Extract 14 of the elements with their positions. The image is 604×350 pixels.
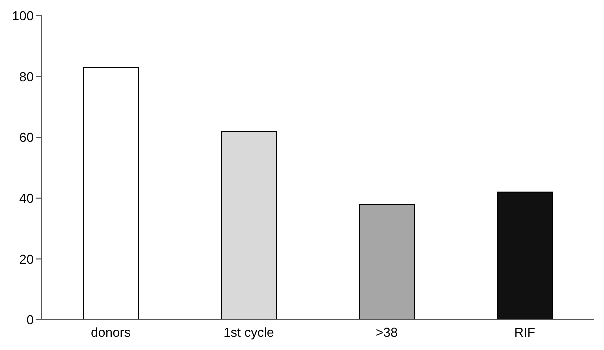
x-tick-label: donors bbox=[91, 325, 132, 340]
y-tick-label: 20 bbox=[20, 252, 34, 267]
bar bbox=[222, 131, 278, 320]
y-tick-label: 60 bbox=[20, 130, 34, 146]
x-tick-label: 1st cycle bbox=[224, 325, 274, 340]
y-tick-label: 40 bbox=[20, 191, 34, 206]
y-tick-label: 0 bbox=[26, 312, 34, 328]
y-tick-label: 100 bbox=[12, 8, 34, 24]
bar bbox=[498, 192, 554, 320]
y-tick-label: 80 bbox=[20, 69, 34, 84]
bar bbox=[84, 67, 140, 320]
bar bbox=[360, 204, 416, 320]
x-tick-label: RIF bbox=[514, 325, 536, 340]
x-tick-label: >38 bbox=[376, 325, 398, 340]
